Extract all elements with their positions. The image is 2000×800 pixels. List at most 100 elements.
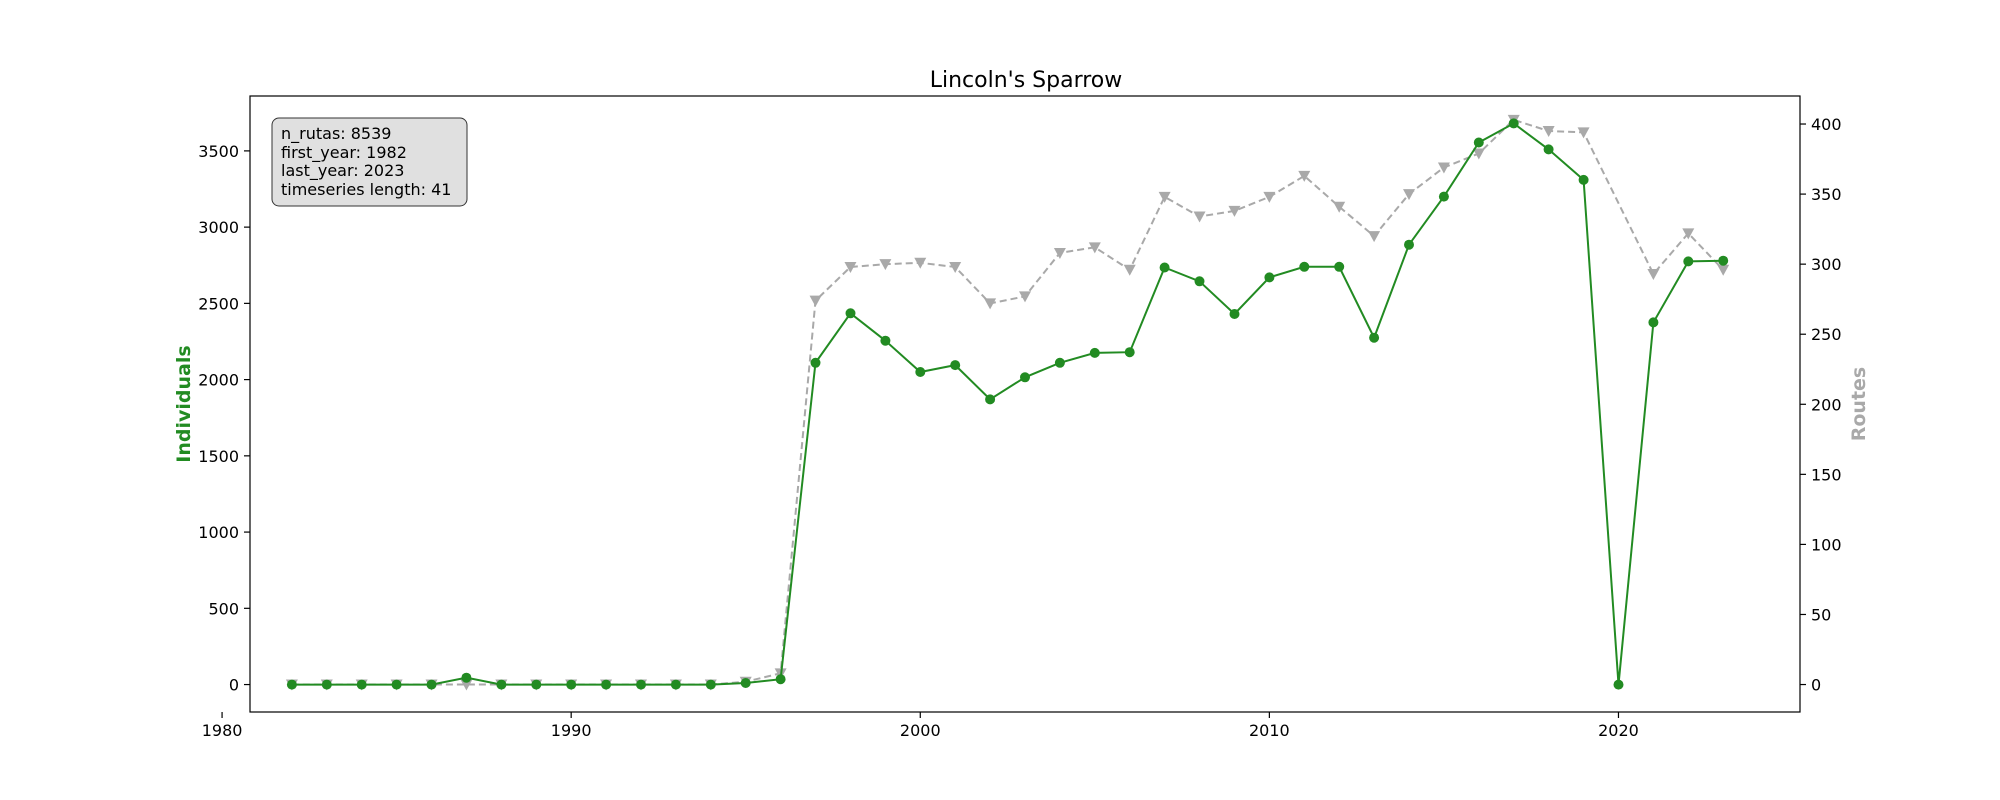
series-layer: [285, 114, 1730, 691]
data-point-routes: [1542, 126, 1555, 138]
data-point-routes: [1298, 170, 1311, 182]
data-point-routes: [1123, 264, 1136, 276]
data-point-individuals: [1543, 144, 1554, 155]
data-point-routes: [984, 298, 997, 310]
info-box-line: timeseries length: 41: [281, 180, 451, 199]
data-point-individuals: [950, 360, 961, 371]
data-point-routes: [460, 679, 473, 691]
y-left-tick-label: 1000: [198, 523, 239, 542]
data-point-routes: [1368, 231, 1381, 243]
y-left-tick-label: 0: [229, 676, 239, 695]
data-point-routes: [1019, 291, 1031, 303]
data-point-individuals: [880, 335, 891, 346]
data-point-individuals: [1473, 137, 1484, 148]
y-right-tick-label: 250: [1811, 325, 1842, 344]
y-right-tick-label: 200: [1811, 395, 1842, 414]
data-point-individuals: [1299, 261, 1310, 272]
data-point-individuals: [1613, 679, 1624, 690]
data-point-routes: [879, 259, 892, 271]
y-right-tick-label: 400: [1811, 115, 1842, 134]
data-point-routes: [1437, 162, 1450, 174]
data-point-routes: [1403, 189, 1416, 201]
data-point-routes: [1333, 201, 1346, 213]
y-right-tick-label: 150: [1811, 465, 1842, 484]
data-point-routes: [914, 257, 927, 269]
data-point-individuals: [531, 679, 542, 690]
data-point-individuals: [391, 679, 402, 690]
x-tick-label: 2010: [1249, 721, 1290, 740]
data-point-individuals: [1369, 332, 1380, 343]
data-point-individuals: [1438, 191, 1449, 202]
y-axis-left: 0 500 1000 1500 2000 2500 3000 3500: [198, 142, 250, 695]
data-point-individuals: [496, 679, 507, 690]
data-point-routes: [1193, 211, 1206, 223]
info-box-line: last_year: 2023: [281, 161, 404, 181]
y-left-tick-label: 2000: [198, 371, 239, 390]
x-tick-label: 1980: [202, 721, 243, 740]
y-left-tick-label: 2500: [198, 294, 239, 313]
data-point-individuals: [1508, 118, 1519, 129]
data-point-individuals: [1054, 357, 1065, 368]
x-tick-label: 2020: [1598, 721, 1639, 740]
data-point-individuals: [1578, 174, 1589, 185]
data-point-routes: [1577, 127, 1590, 139]
data-point-individuals: [985, 394, 996, 405]
data-point-routes: [1263, 191, 1276, 203]
data-point-individuals: [1264, 272, 1275, 283]
data-point-routes: [1053, 247, 1066, 259]
info-box-background: [271, 117, 468, 207]
data-point-routes: [949, 261, 962, 273]
data-point-individuals: [775, 674, 786, 685]
y-left-tick-label: 1500: [198, 447, 239, 466]
data-point-individuals: [461, 672, 472, 683]
y-left-tick-label: 3000: [198, 218, 239, 237]
data-point-routes: [844, 261, 857, 273]
data-point-routes: [1158, 191, 1171, 203]
info-box-line: first_year: 1982: [281, 143, 407, 163]
chart-title: Lincoln's Sparrow: [930, 68, 1123, 93]
y-axis-right-label: Routes: [1848, 367, 1870, 442]
data-point-individuals: [1683, 256, 1694, 267]
data-point-individuals: [845, 308, 856, 319]
data-point-individuals: [1648, 317, 1659, 328]
data-point-individuals: [705, 679, 716, 690]
data-point-individuals: [915, 367, 926, 377]
x-tick-label: 2000: [900, 721, 941, 740]
data-point-individuals: [321, 679, 332, 690]
y-right-tick-label: 100: [1811, 535, 1842, 554]
data-point-routes: [1647, 268, 1660, 280]
x-tick-label: 1990: [551, 721, 592, 740]
data-point-individuals: [670, 679, 681, 690]
data-point-individuals: [740, 678, 751, 688]
series-line-routes: [291, 118, 1724, 686]
data-point-individuals: [1334, 261, 1345, 272]
series-line-individuals: [291, 122, 1724, 686]
data-point-routes: [809, 295, 822, 307]
y-axis-right: 0 50 100 150 200 250 300 350 400: [1800, 115, 1842, 695]
y-axis-left-label: Individuals: [173, 345, 195, 462]
info-box: n_rutas: 8539 first_year: 1982 last_year…: [271, 117, 468, 207]
data-point-individuals: [636, 679, 646, 690]
data-point-individuals: [1159, 262, 1170, 273]
y-right-tick-label: 0: [1811, 676, 1821, 695]
data-point-individuals: [810, 357, 821, 368]
data-point-individuals: [356, 679, 367, 690]
data-point-routes: [1682, 228, 1695, 240]
data-point-individuals: [566, 679, 577, 690]
data-point-routes: [1088, 242, 1101, 254]
data-point-routes: [1228, 205, 1241, 217]
x-axis: 1980 1990 2000 2010 2020: [202, 712, 1639, 740]
info-box-line: n_rutas: 8539: [281, 124, 391, 144]
data-point-individuals: [1194, 276, 1205, 287]
data-point-individuals: [426, 679, 437, 690]
data-point-routes: [1472, 148, 1485, 160]
y-right-tick-label: 350: [1811, 185, 1842, 204]
data-point-individuals: [1089, 347, 1100, 358]
data-point-individuals: [1020, 372, 1030, 383]
y-left-tick-label: 3500: [198, 142, 239, 161]
data-point-individuals: [1404, 239, 1414, 250]
y-right-tick-label: 300: [1811, 255, 1842, 274]
data-point-individuals: [1718, 255, 1729, 266]
data-point-routes: [1717, 264, 1730, 276]
